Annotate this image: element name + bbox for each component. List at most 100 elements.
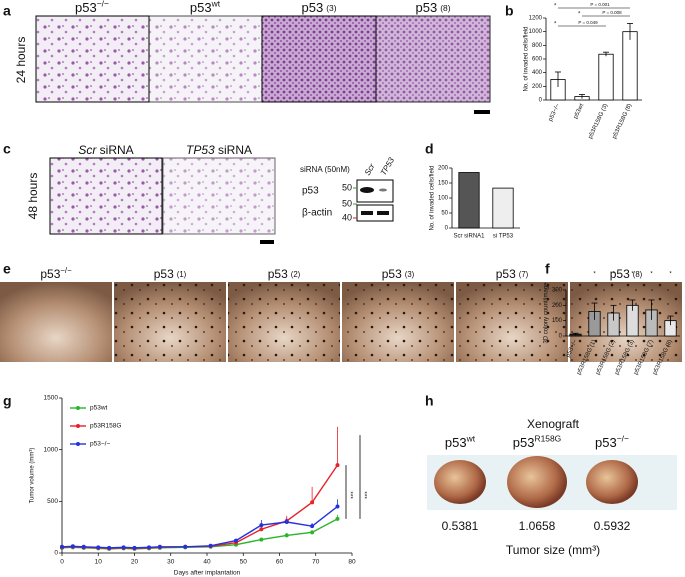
lane-label: Scr	[363, 162, 377, 177]
p-value: P = 0.049	[578, 20, 598, 25]
y-tick-label: 200	[438, 166, 449, 172]
label-base: p53	[190, 0, 212, 15]
image-label: p53wt	[445, 434, 476, 451]
colonies	[228, 282, 340, 362]
legend-label: p53R158G	[90, 423, 121, 430]
label-suffix: (8)	[440, 3, 451, 13]
panel-label: g	[3, 393, 12, 409]
y-axis-label: Tumor volume (mm³)	[30, 448, 36, 504]
tumor-size: 1.0658	[519, 519, 556, 533]
label-base: p53	[513, 435, 535, 450]
series-point	[208, 543, 213, 548]
image-label: p53 (3)	[301, 0, 336, 15]
lane-label: TP53	[379, 156, 397, 178]
y-tick-label: 1000	[44, 446, 59, 453]
series-point	[70, 544, 75, 549]
image-label: p53−/−	[40, 266, 72, 281]
bar	[492, 187, 514, 229]
marker-label: 50	[342, 182, 352, 192]
image-label: p53 (8)	[415, 0, 450, 15]
x-axis-label: Days after implantation	[174, 570, 241, 577]
y-tick-label: 1500	[44, 395, 59, 402]
marker-label: 50	[342, 198, 352, 208]
series-point	[310, 530, 315, 535]
label-base: p53	[445, 435, 467, 450]
y-tick-label: 500	[47, 498, 58, 505]
y-tick-label: 0	[445, 226, 449, 232]
image-label: p53wt	[190, 0, 221, 15]
x-tick-label: 30	[167, 559, 175, 566]
series-point	[81, 544, 86, 549]
row-label: 24 hours	[14, 37, 28, 84]
image-label: p53 (1)	[154, 267, 187, 281]
image-label: p53R158G	[513, 434, 561, 451]
legend-label: p53−/−	[90, 441, 110, 448]
panel-label: f	[545, 261, 550, 277]
y-tick-label: 100	[552, 318, 563, 324]
sig-star: *	[578, 12, 581, 18]
blot-title: siRNA (50nM)	[300, 165, 350, 174]
series-point	[335, 463, 340, 468]
band	[360, 187, 374, 193]
series-point	[310, 500, 315, 505]
p-value: P = 0.008	[602, 10, 622, 15]
series-line	[61, 464, 339, 550]
photo-title: Xenograft	[527, 417, 580, 431]
image-label: p53−/−	[595, 434, 629, 451]
label-text: siRNA	[96, 143, 133, 157]
dishes	[0, 282, 682, 362]
sig-star: *	[650, 272, 653, 278]
sig-star: *	[593, 272, 596, 278]
tumor	[507, 456, 567, 508]
tumor	[434, 460, 486, 504]
y-tick-label: 300	[552, 288, 563, 294]
x-tick-label: 80	[348, 559, 356, 566]
x-tick-label: 50	[240, 559, 248, 566]
sig-star: *	[554, 22, 557, 28]
series-point	[259, 537, 264, 542]
tumor-size: 0.5932	[594, 519, 631, 533]
bar	[622, 31, 638, 101]
x-tick-label: 10	[95, 559, 103, 566]
label-suffix: (8)	[633, 270, 643, 279]
label-base: p53	[595, 435, 617, 450]
blot	[356, 179, 394, 203]
x-tick-label: 60	[276, 559, 284, 566]
y-tick-label: 400	[532, 70, 543, 76]
label-base: p53	[301, 0, 323, 15]
series-point	[147, 545, 151, 550]
y-tick-label: 0	[54, 550, 58, 557]
image-label: Scr siRNA	[78, 143, 133, 157]
image-label: p53−/−	[75, 0, 109, 15]
image-label: TP53 siRNA	[186, 143, 252, 157]
micrograph	[375, 15, 491, 103]
image-label: p53 (7)	[496, 267, 529, 281]
colonies	[114, 282, 226, 362]
panel-label: a	[3, 3, 11, 19]
series-point	[284, 533, 289, 538]
series-point	[121, 545, 126, 550]
image-label: p53 (2)	[268, 267, 301, 281]
sig-stars: ***	[360, 491, 367, 499]
micrograph	[148, 15, 263, 103]
x-tick-label: Scr siRNA1	[453, 234, 485, 240]
label-base: p53	[75, 0, 97, 15]
marker-label: 40	[342, 212, 352, 222]
series-line	[61, 505, 338, 549]
label-sup: R158G	[534, 434, 561, 444]
y-tick-label: 0	[559, 334, 563, 340]
series-point	[132, 545, 137, 550]
colonies	[456, 282, 568, 362]
x-tick-label: p53R158G (8)	[612, 103, 634, 140]
band	[361, 211, 373, 215]
size-label: Tumor size (mm³)	[506, 543, 600, 557]
dish-photo	[0, 282, 112, 362]
p-value: P = 0.001	[590, 2, 610, 7]
label-suffix: (3)	[405, 270, 415, 279]
y-tick-label: 150	[438, 181, 449, 187]
blot-row: p53	[302, 186, 319, 197]
label-sup: wt	[211, 0, 221, 9]
x-tick-label: 0	[60, 559, 64, 566]
sig-star: *	[554, 4, 557, 10]
